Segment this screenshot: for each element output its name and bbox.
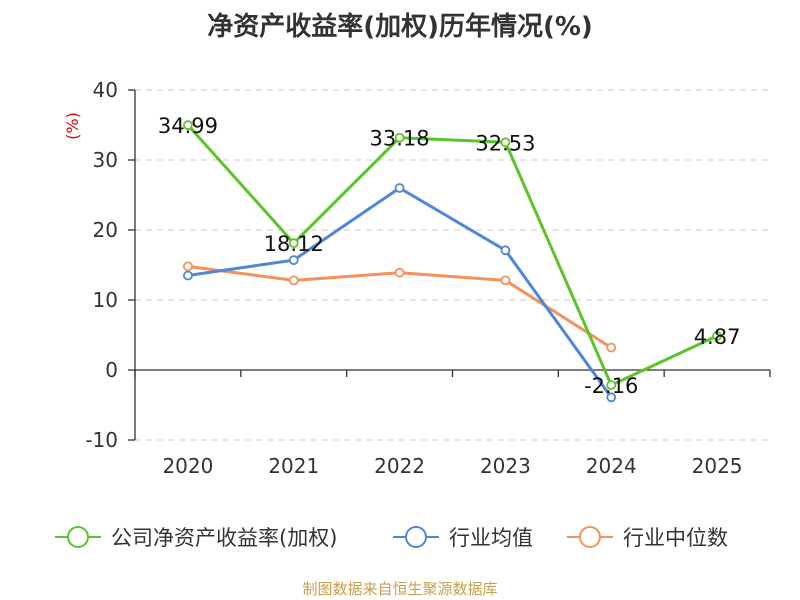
x-tick-label: 2022: [374, 454, 425, 478]
legend-marker: [579, 526, 601, 548]
data-label: -2.16: [584, 374, 638, 398]
series-line: [186, 124, 718, 387]
x-tick-label: 2020: [162, 454, 213, 478]
data-label: 18.12: [264, 232, 324, 256]
x-tick-label: 2023: [480, 454, 531, 478]
legend-marker: [405, 526, 427, 548]
x-tick-label: 2025: [692, 454, 743, 478]
data-point: [500, 137, 511, 148]
legend-label: 行业均值: [449, 526, 533, 550]
legend-marker: [67, 526, 89, 548]
data-point: [606, 342, 617, 353]
y-tick-label: 20: [93, 218, 118, 242]
grid-layer: [135, 89, 770, 441]
legend-item: 行业均值: [393, 526, 533, 550]
y-tick-label: 10: [93, 288, 118, 312]
data-point: [183, 261, 193, 272]
data-point: [394, 183, 405, 193]
data-label: 34.99: [158, 114, 218, 138]
legend-label: 行业中位数: [623, 526, 728, 550]
x-tick-label: 2024: [586, 454, 637, 478]
data-point: [288, 255, 299, 266]
data-point: [288, 275, 299, 286]
y-tick-label: 0: [105, 358, 118, 382]
data-label: 4.87: [694, 325, 741, 349]
chart-title: 净资产收益率(加权)历年情况(%): [207, 12, 593, 42]
data-point: [712, 331, 722, 341]
data-label: 33.18: [370, 127, 430, 151]
series-line: [187, 186, 613, 399]
data-point: [288, 238, 299, 249]
data-point: [606, 380, 617, 391]
data-point: [183, 270, 193, 281]
legend-label: 公司净资产收益率(加权): [111, 526, 337, 550]
data-point: [394, 132, 405, 143]
legend-item: 公司净资产收益率(加权): [55, 526, 337, 550]
legend: 公司净资产收益率(加权) 行业均值 行业中位数: [55, 526, 728, 550]
y-tick-label: 30: [93, 148, 118, 172]
data-point: [394, 267, 405, 278]
data-point: [183, 120, 193, 130]
y-tick-label: -10: [85, 428, 118, 452]
data-label-layer: 34.99 18.12 33.18 32.53 -2.16 4.87: [158, 114, 741, 398]
legend-item: 行业中位数: [567, 526, 728, 550]
y-axis-unit-label: (%): [63, 112, 82, 140]
data-label: 32.53: [475, 131, 535, 155]
source-note: 制图数据来自恒生聚源数据库: [302, 580, 498, 598]
data-point: [500, 245, 511, 256]
data-point: [606, 392, 617, 403]
data-point: [500, 275, 511, 286]
y-tick-label: 40: [93, 78, 118, 102]
series-layer: [183, 120, 722, 403]
x-tick-label: 2021: [268, 454, 319, 478]
axis-layer: -10 0 10 20 30 40 (%) 2020 2021 2022 2023 2024 2025: [63, 78, 771, 478]
